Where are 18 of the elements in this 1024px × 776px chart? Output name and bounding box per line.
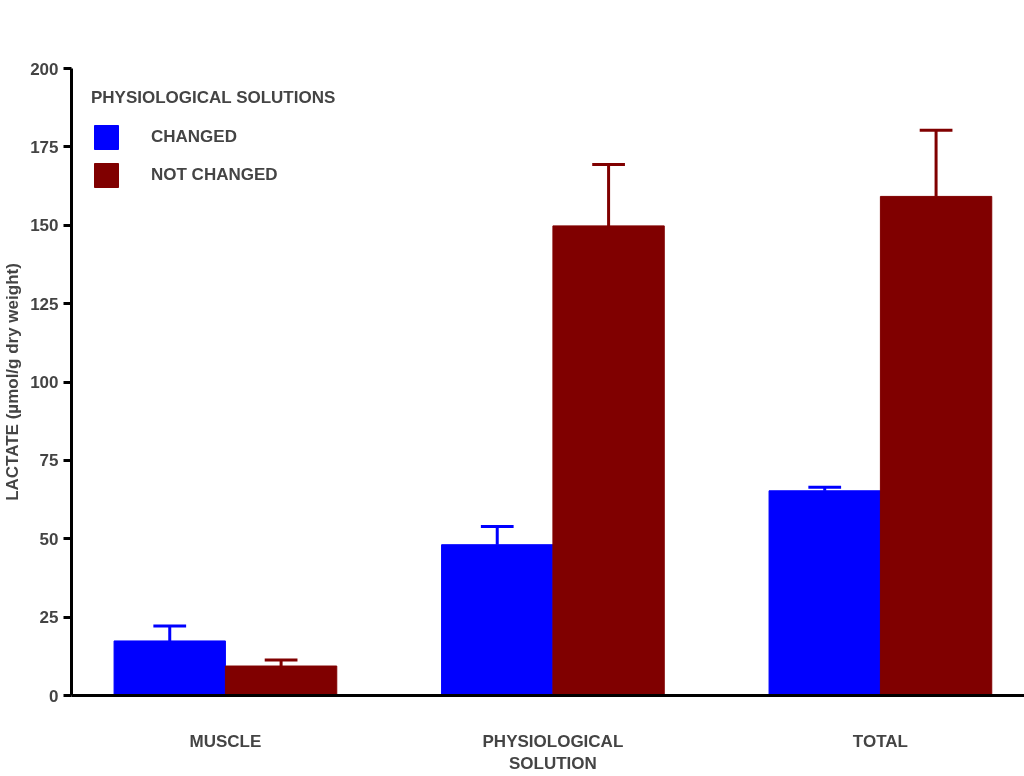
legend-title: PHYSIOLOGICAL SOLUTIONS: [91, 88, 336, 108]
legend-label: CHANGED: [151, 127, 237, 147]
y-tick-label: 25: [39, 608, 59, 628]
y-tick-label: 175: [30, 137, 59, 157]
x-tick-label: PHYSIOLOGICAL SOLUTION: [482, 731, 624, 774]
y-axis-title: LACTATE (µmol/g dry weight): [3, 263, 23, 501]
y-tick-label: 150: [30, 216, 59, 236]
y-tick-label: 100: [30, 373, 59, 392]
y-tick-label: 75: [39, 451, 59, 471]
y-tick-label: 0: [49, 686, 59, 706]
x-tick-label: MUSCLE: [189, 731, 262, 751]
bar: [768, 490, 881, 696]
x-tick-label: TOTAL: [852, 731, 908, 751]
y-tick-label: 50: [39, 529, 59, 549]
legend-label: NOT CHANGED: [151, 165, 278, 185]
bar: [224, 665, 338, 696]
y-tick-label: 200: [30, 59, 59, 79]
y-tick-label: 125: [30, 294, 59, 314]
